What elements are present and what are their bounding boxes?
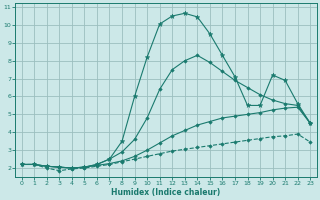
X-axis label: Humidex (Indice chaleur): Humidex (Indice chaleur)	[111, 188, 220, 197]
